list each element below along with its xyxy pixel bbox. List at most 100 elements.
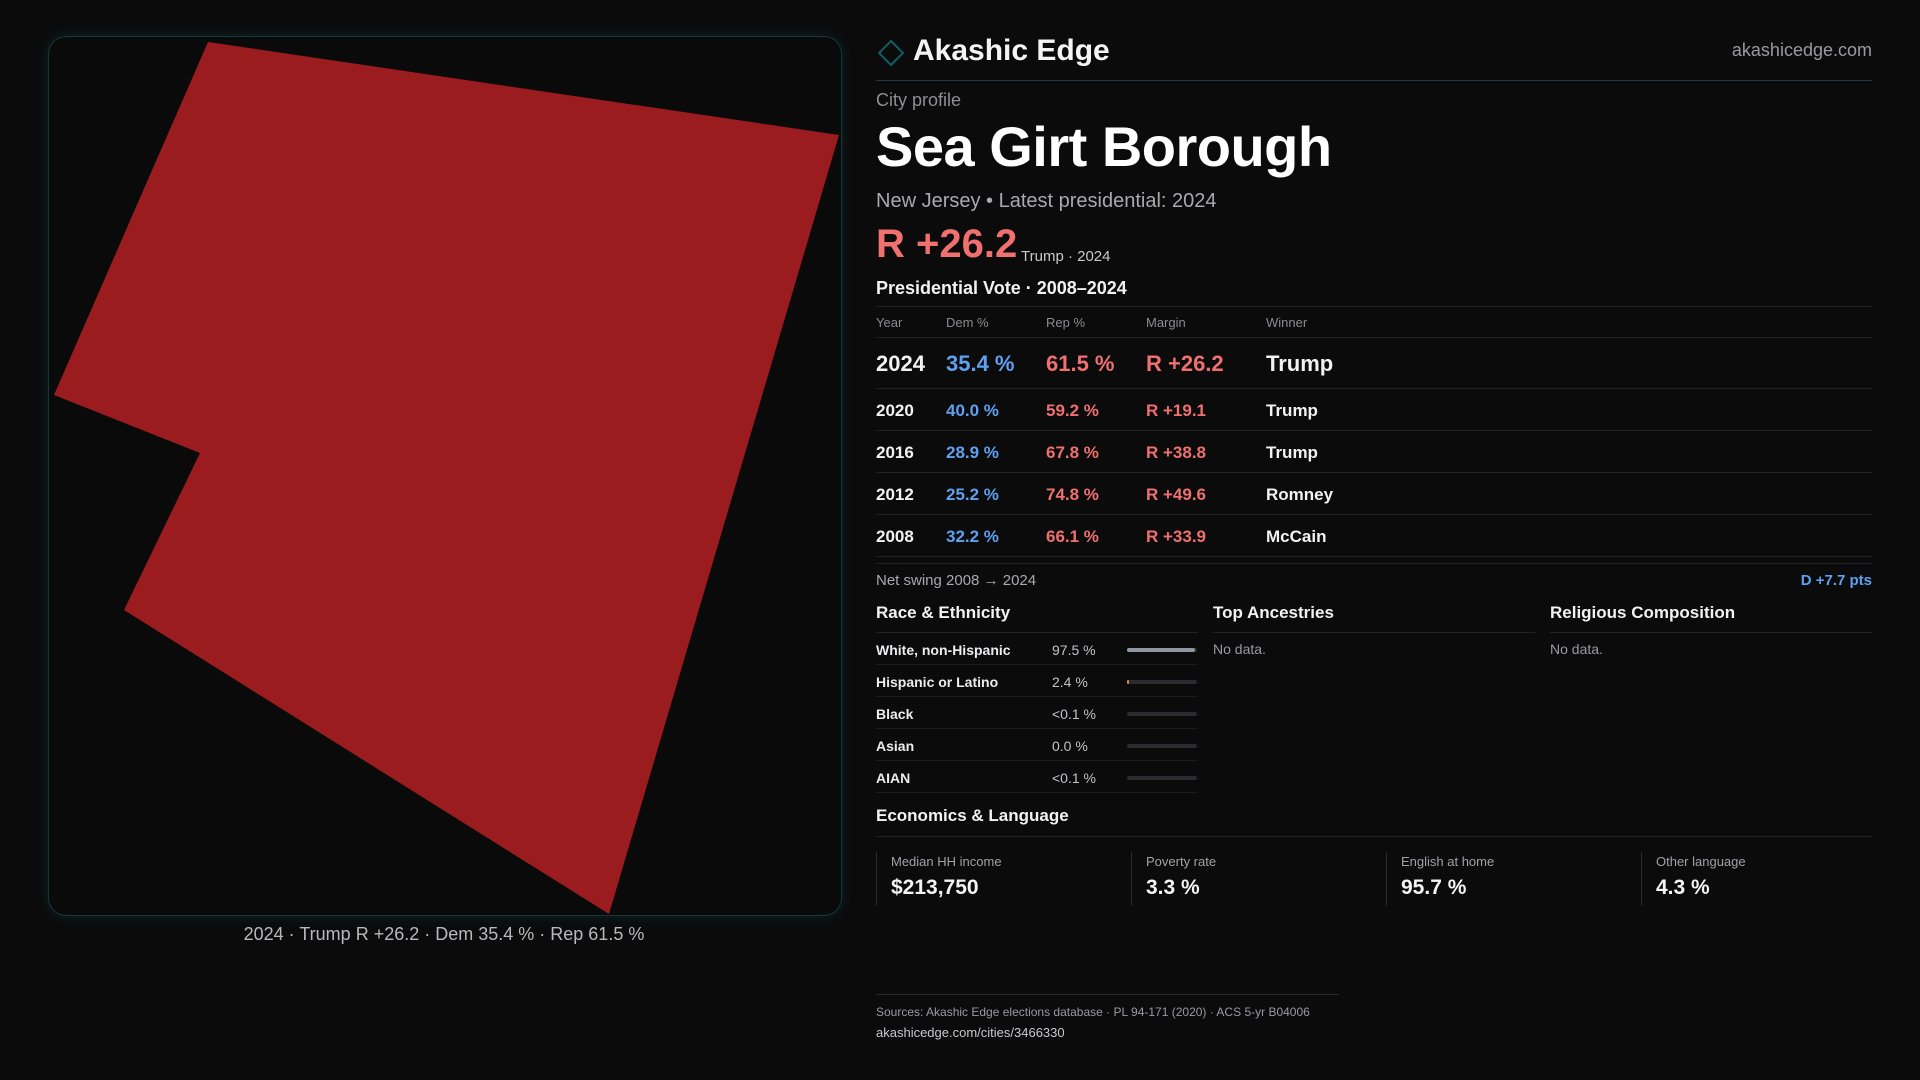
stat-value: $213,750 <box>891 876 979 899</box>
net-swing-label: Net swing 2008 → 2024 <box>876 572 1037 589</box>
list-item: Asian 0.0 % <box>876 729 1198 761</box>
stat-label: Median HH income <box>891 854 1002 869</box>
race-bar-track <box>1127 680 1197 684</box>
race-name: White, non-Hispanic <box>876 642 1011 658</box>
map-panel[interactable] <box>48 36 842 916</box>
race-pct: 2.4 % <box>1052 674 1088 690</box>
race-bar-track <box>1127 776 1197 780</box>
col-header-dem: Dem % <box>946 315 989 330</box>
row-year: 2020 <box>876 401 914 420</box>
table-row: 2008 32.2 % 66.1 % R +33.9 McCain <box>876 515 1872 557</box>
row-rep: 59.2 % <box>1046 401 1099 420</box>
table-row: 2012 25.2 % 74.8 % R +49.6 Romney <box>876 473 1872 515</box>
net-swing-row: Net swing 2008 → 2024 D +7.7 pts <box>876 563 1872 598</box>
diamond-icon <box>878 40 904 66</box>
economics-section-title: Economics & Language <box>876 806 1872 837</box>
row-dem: 40.0 % <box>946 401 999 420</box>
city-boundary-map <box>54 42 839 914</box>
stat-label: Poverty rate <box>1146 854 1217 869</box>
row-dem: 25.2 % <box>946 485 999 504</box>
row-winner: Romney <box>1266 485 1334 504</box>
row-dem: 32.2 % <box>946 527 999 546</box>
ancestries-section-title: Top Ancestries <box>1213 600 1535 633</box>
race-pct: 97.5 % <box>1052 642 1096 658</box>
col-header-winner: Winner <box>1266 315 1308 330</box>
footer: Sources: Akashic Edge elections database… <box>876 994 1339 1040</box>
vote-section-title: Presidential Vote · 2008–2024 <box>876 278 1127 298</box>
row-rep: 66.1 % <box>1046 527 1099 546</box>
row-year: 2024 <box>876 351 925 376</box>
brand-url-link[interactable]: akashicedge.com <box>1731 40 1872 60</box>
race-ethnicity-section: Race & Ethnicity White, non-Hispanic 97.… <box>876 600 1198 793</box>
vote-table: Year Dem % Rep % Margin Winner 2024 35.4… <box>876 306 1872 557</box>
map-caption: 2024 · Trump R +26.2 · Dem 35.4 % · Rep … <box>243 924 645 944</box>
race-bar-fill <box>1127 680 1130 684</box>
race-name: Black <box>876 706 914 722</box>
race-bar-track <box>1127 712 1197 716</box>
table-row: 2020 40.0 % 59.2 % R +19.1 Trump <box>876 389 1872 431</box>
ancestries-empty-text: No data. <box>1213 641 1266 657</box>
race-pct: 0.0 % <box>1052 738 1088 754</box>
economics-stats: Median HH income $213,750 Poverty rate 3… <box>876 852 1872 908</box>
stat-label: English at home <box>1401 854 1495 869</box>
religion-section: Religious Composition No data. <box>1550 600 1872 657</box>
row-winner: Trump <box>1266 401 1318 420</box>
latest-margin-note: Trump · 2024 <box>1021 248 1111 265</box>
row-winner: Trump <box>1266 443 1318 462</box>
col-header-margin: Margin <box>1146 315 1186 330</box>
stat-median-income: Median HH income $213,750 <box>876 852 1127 906</box>
stat-value: 3.3 % <box>1146 876 1200 899</box>
list-item: AIAN <0.1 % <box>876 761 1198 793</box>
table-row: 2024 35.4 % 61.5 % R +26.2 Trump <box>876 338 1872 389</box>
stat-value: 95.7 % <box>1401 876 1467 899</box>
vote-table-header: Year Dem % Rep % Margin Winner <box>876 306 1872 338</box>
row-year: 2012 <box>876 485 914 504</box>
table-row: 2016 28.9 % 67.8 % R +38.8 Trump <box>876 431 1872 473</box>
footer-url-link[interactable]: akashicedge.com/cities/3466330 <box>876 1025 1065 1040</box>
religion-empty-text: No data. <box>1550 641 1603 657</box>
city-boundary-shape[interactable] <box>54 42 839 914</box>
religion-section-title: Religious Composition <box>1550 600 1872 633</box>
row-rep: 67.8 % <box>1046 443 1099 462</box>
race-bar-track <box>1127 648 1197 652</box>
row-margin: R +33.9 <box>1146 527 1207 546</box>
row-winner: McCain <box>1266 527 1327 546</box>
row-rep: 61.5 % <box>1046 351 1115 376</box>
list-item: White, non-Hispanic 97.5 % <box>876 633 1198 665</box>
stat-other-language: Other language 4.3 % <box>1641 852 1892 906</box>
row-year: 2008 <box>876 527 914 546</box>
race-name: Hispanic or Latino <box>876 674 999 690</box>
row-dem: 35.4 % <box>946 351 1015 376</box>
brand-bar: Akashic Edge akashicedge.com <box>876 30 1872 81</box>
race-pct: <0.1 % <box>1052 706 1096 722</box>
race-name: Asian <box>876 738 915 754</box>
race-section-title: Race & Ethnicity <box>876 600 1198 633</box>
row-winner: Trump <box>1266 351 1334 376</box>
net-swing-value: D +7.7 pts <box>1800 572 1872 589</box>
page-title: Sea Girt Borough <box>876 115 1332 178</box>
race-name: AIAN <box>876 770 911 786</box>
stat-value: 4.3 % <box>1656 876 1710 899</box>
row-margin: R +38.8 <box>1146 443 1207 462</box>
row-dem: 28.9 % <box>946 443 999 462</box>
race-pct: <0.1 % <box>1052 770 1096 786</box>
stat-english-at-home: English at home 95.7 % <box>1386 852 1637 906</box>
row-rep: 74.8 % <box>1046 485 1099 504</box>
brand-name[interactable]: Akashic Edge <box>913 34 1110 67</box>
row-margin: R +19.1 <box>1146 401 1207 420</box>
ancestries-section: Top Ancestries No data. <box>1213 600 1535 657</box>
race-bar-track <box>1127 744 1197 748</box>
col-header-rep: Rep % <box>1046 315 1086 330</box>
row-margin: R +49.6 <box>1146 485 1207 504</box>
row-year: 2016 <box>876 443 914 462</box>
stat-poverty-rate: Poverty rate 3.3 % <box>1131 852 1382 906</box>
race-bar-fill <box>1127 648 1196 652</box>
list-item: Black <0.1 % <box>876 697 1198 729</box>
page-kicker: City profile <box>876 90 962 110</box>
footer-sources: Sources: Akashic Edge elections database… <box>876 1005 1310 1019</box>
page-subtitle: New Jersey • Latest presidential: 2024 <box>876 190 1217 212</box>
latest-margin: R +26.2 <box>876 222 1018 266</box>
col-header-year: Year <box>876 315 903 330</box>
stat-label: Other language <box>1656 854 1746 869</box>
row-margin: R +26.2 <box>1146 351 1224 376</box>
